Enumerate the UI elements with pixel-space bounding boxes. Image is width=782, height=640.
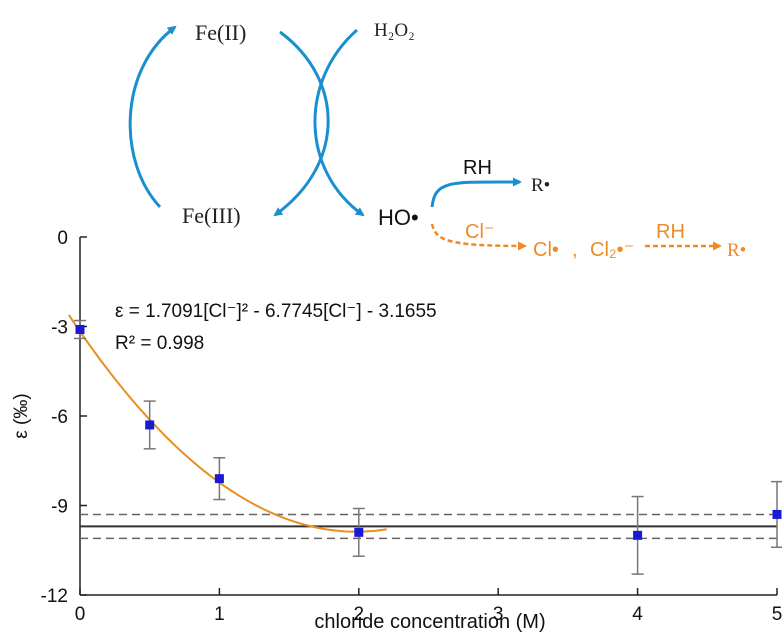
ho-radical-label: HO• — [378, 205, 419, 230]
y-tick-label: -9 — [51, 497, 68, 518]
arrow-ho-to-r — [430, 177, 522, 208]
data-point — [352, 507, 365, 557]
rh-label-1: RH — [463, 157, 492, 179]
r-radical-label-2: R• — [727, 240, 746, 261]
y-tick-label: -6 — [51, 407, 68, 428]
arrow-ho-to-cl — [430, 223, 527, 251]
point-marker — [145, 420, 155, 430]
x-tick-label: 0 — [75, 604, 86, 625]
chart: 0 -3 -6 -9 -12 0 1 2 3 4 5 ε = 1.7091[Cl⁻]² - 6.7… — [11, 228, 782, 633]
fit-equation: ε = 1.7091[Cl⁻]² - 6.7745[Cl⁻] - 3.1655 — [115, 301, 437, 322]
x-tick-label: 1 — [214, 604, 225, 625]
point-marker — [214, 474, 224, 484]
fit-curve-group — [68, 314, 387, 533]
cl2-radical-label: Cl₂•⁻ — [590, 239, 634, 261]
point-marker — [633, 530, 643, 540]
data-point — [74, 319, 86, 340]
x-axis-label: chloride concentration (M) — [314, 611, 545, 633]
r-radical-label-1: R• — [531, 175, 550, 196]
data-points — [74, 319, 782, 575]
reaction-scheme: Fe(II) Fe(III) H₂O₂ HO• RH R• Cl⁻ Cl• , … — [128, 20, 746, 261]
data-point — [213, 457, 226, 501]
data-point — [631, 495, 644, 575]
point-marker — [354, 527, 364, 537]
arrow-h2o2-to-ho — [313, 28, 365, 217]
cl-minus-label: Cl⁻ — [465, 221, 494, 243]
data-point — [143, 400, 156, 450]
point-marker — [75, 324, 85, 334]
arrow-fe3-to-fe2 — [128, 25, 177, 209]
x-tick-label: 4 — [632, 604, 643, 625]
x-tick-label: 2 — [354, 604, 365, 625]
rh-label-2: RH — [656, 221, 685, 243]
fit-r2: R² = 0.998 — [115, 333, 204, 354]
comma-label: , — [572, 239, 578, 261]
x-tick-label: 3 — [493, 604, 504, 625]
fe2-label: Fe(II) — [195, 20, 246, 45]
cl-radical-label: Cl• — [533, 239, 559, 261]
x-ticks: 0 1 2 3 4 5 — [75, 588, 782, 625]
arrow-fe2-to-fe3 — [273, 30, 330, 217]
x-tick-label: 5 — [772, 604, 782, 625]
data-point — [771, 480, 782, 549]
plateau-lines — [80, 513, 777, 540]
y-tick-label: 0 — [57, 228, 68, 249]
y-axis-label: ε (‰) — [11, 393, 32, 438]
y-ticks: 0 -3 -6 -9 -12 — [41, 228, 87, 607]
point-marker — [772, 509, 782, 519]
fe3-label: Fe(III) — [182, 203, 241, 228]
h2o2-label: H₂O₂ — [374, 20, 415, 41]
y-tick-label: -3 — [51, 318, 68, 339]
y-tick-label: -12 — [41, 586, 68, 607]
fit-curve — [68, 314, 387, 533]
